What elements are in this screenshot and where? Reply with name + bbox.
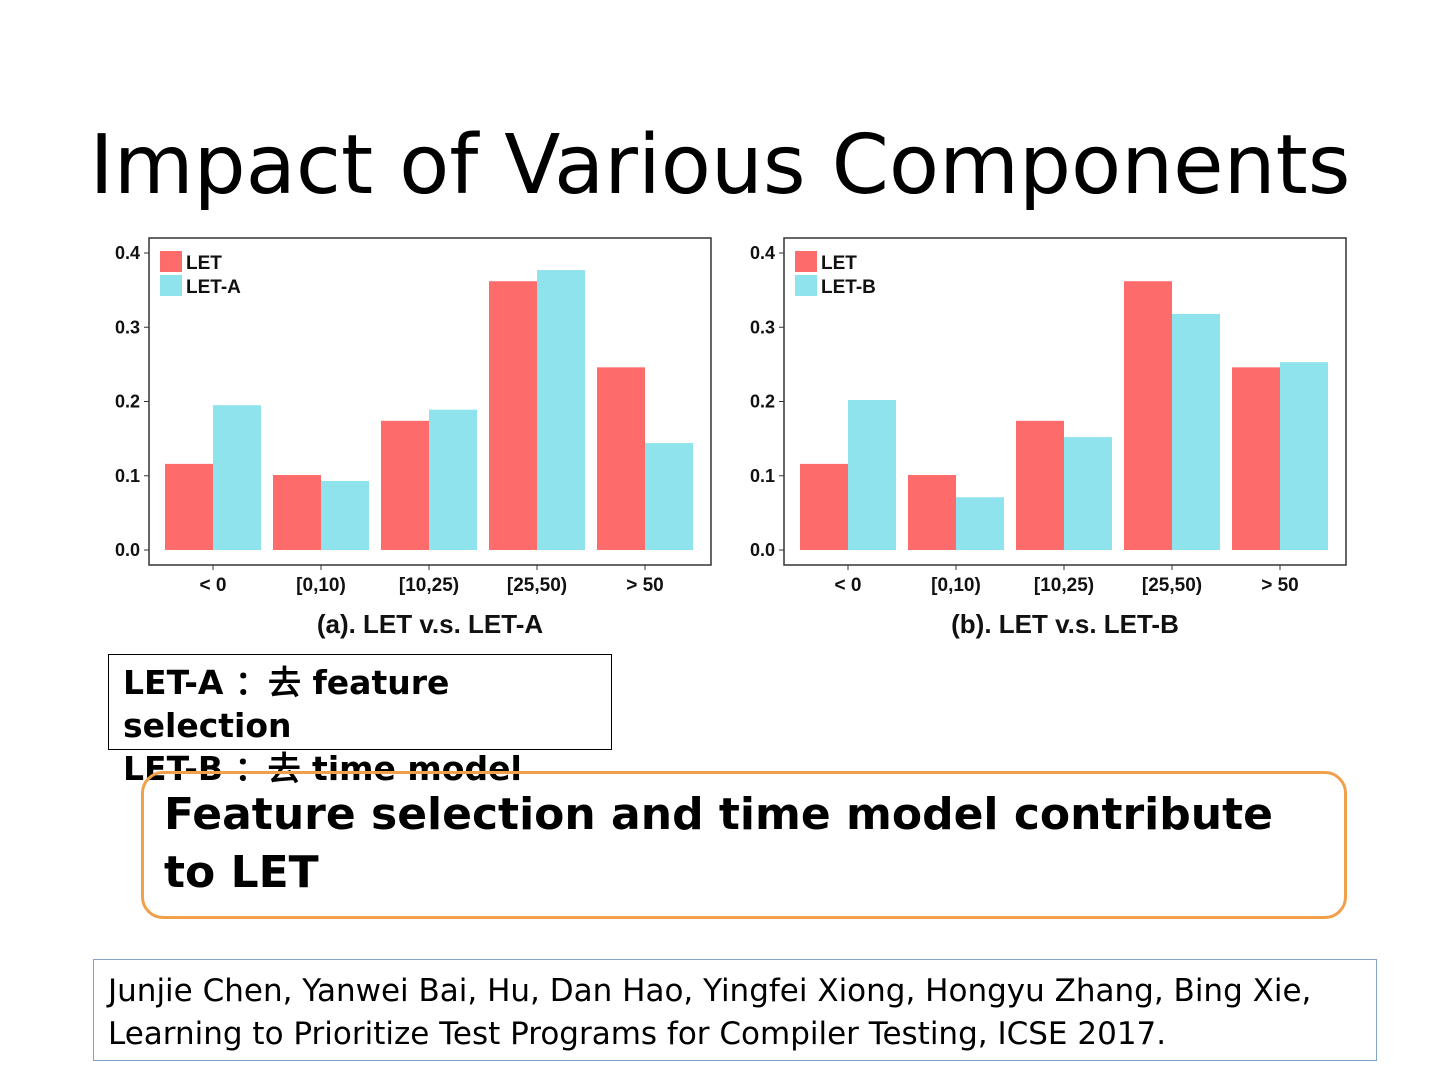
bar-let-b [956, 497, 1004, 550]
bar-let [165, 463, 213, 550]
bar-let-b [1064, 437, 1112, 550]
legend-label: LET-A [186, 277, 241, 298]
bar-let [597, 367, 645, 550]
bar-let-a [537, 270, 585, 550]
y-tick-label: 0.4 [750, 243, 775, 263]
x-tick-label: [25,50) [1142, 575, 1202, 596]
x-tick-label: > 50 [1261, 575, 1299, 596]
bar-let-a [321, 480, 369, 550]
bar-let [1232, 367, 1280, 550]
bar-let [1124, 281, 1172, 550]
y-tick-label: 0.1 [115, 466, 140, 486]
x-tick-label: < 0 [835, 575, 862, 596]
x-tick-label: [10,25) [399, 575, 459, 596]
bar-let [1016, 420, 1064, 550]
x-tick-label: < 0 [200, 575, 227, 596]
bar-let-a [213, 405, 261, 550]
legend-swatch [795, 275, 817, 296]
citation-line: Learning to Prioritize Test Programs for… [108, 1016, 1167, 1052]
y-tick-label: 0.2 [750, 392, 775, 412]
bar-let [273, 475, 321, 550]
bar-let-b [1280, 362, 1328, 550]
bar-let-a [645, 443, 693, 550]
x-tick-label: > 50 [626, 575, 664, 596]
x-tick-label: [0,10) [296, 575, 346, 596]
y-tick-label: 0.1 [750, 466, 775, 486]
definitions-box: LET-A ：去 feature selection LET-B ：去 time… [108, 654, 612, 788]
bar-let [800, 463, 848, 550]
legend-label: LET [821, 253, 857, 274]
chart-let-vs-let-a: 0.0 0.1 0.2 0.3 0.4 < 0 [0,10) [10,25) [25,50) > … [115, 237, 712, 639]
y-tick-label: 0.2 [115, 392, 140, 412]
bar-let [489, 281, 537, 550]
bar-let [908, 475, 956, 550]
legend-swatch [795, 251, 817, 272]
legend-swatch [160, 275, 182, 296]
bar-let-a [429, 409, 477, 550]
y-tick-label: 0.0 [750, 540, 775, 560]
bar-let [381, 420, 429, 550]
definition-let-a: LET-A ：去 feature selection [123, 663, 450, 745]
x-tick-label: [25,50) [507, 575, 567, 596]
legend-swatch [160, 251, 182, 272]
x-tick-label: [10,25) [1034, 575, 1094, 596]
chart-title: (b). LET v.s. LET-B [951, 609, 1179, 639]
chart-let-vs-let-b: 0.0 0.1 0.2 0.3 0.4 < 0 [0,10) [10,25) [25,50) > … [750, 237, 1347, 639]
slide-title: Impact of Various Components [89, 118, 1351, 213]
legend-label: LET-B [821, 277, 876, 298]
chart-title: (a). LET v.s. LET-A [317, 609, 544, 639]
bar-let-b [848, 400, 896, 550]
citation-box: Junjie Chen, Yanwei Bai, Hu, Dan Hao, Yi… [93, 959, 1377, 1061]
y-tick-label: 0.4 [115, 243, 140, 263]
conclusion-box: Feature selection and time model contrib… [141, 771, 1347, 919]
y-tick-label: 0.3 [115, 317, 140, 337]
x-tick-label: [0,10) [931, 575, 981, 596]
y-tick-label: 0.0 [115, 540, 140, 560]
bar-let-b [1172, 313, 1220, 550]
citation-line: Junjie Chen, Yanwei Bai, Hu, Dan Hao, Yi… [108, 973, 1312, 1009]
y-tick-label: 0.3 [750, 317, 775, 337]
legend-label: LET [186, 253, 222, 274]
definition-let-b: LET-B ：去 time model [123, 749, 522, 788]
